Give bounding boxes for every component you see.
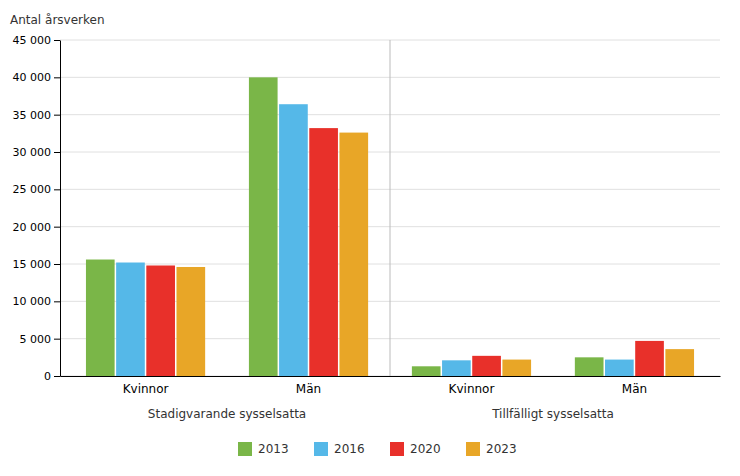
y-tick-label: 5 000 — [20, 333, 52, 346]
y-tick-label: 0 — [44, 370, 51, 383]
x-tick-label: Män — [622, 382, 647, 396]
y-tick-label: 25 000 — [13, 183, 52, 196]
chart-container: 0 5 000 10 000 15 000 20 000 25 000 30 000 35 0… — [0, 0, 740, 476]
legend-swatch — [238, 442, 252, 456]
y-tick-label: 10 000 — [13, 295, 52, 308]
legend: 2013 2016 2020 2023 — [238, 442, 517, 456]
bars — [86, 77, 694, 376]
bar — [412, 366, 441, 376]
x-tick-label: Kvinnor — [123, 382, 169, 396]
bar — [442, 360, 471, 376]
y-tick-mark — [54, 115, 60, 116]
category-group-labels: Stadigvarande sysselsatta Tillfälligt sys… — [148, 407, 614, 421]
y-tick: 25 000 — [13, 183, 61, 196]
legend-swatch — [390, 442, 404, 456]
x-tick: Män — [622, 382, 647, 396]
separators — [390, 40, 391, 376]
bar — [575, 357, 604, 376]
bar — [116, 263, 145, 376]
x-tick: Kvinnor — [123, 382, 169, 396]
y-tick: 10 000 — [13, 295, 61, 308]
y-axis: 0 5 000 10 000 15 000 20 000 25 000 30 000 35 0… — [13, 34, 61, 383]
y-tick-mark — [54, 189, 60, 190]
category-group-label: Tillfälligt sysselsatta — [491, 407, 614, 421]
bar — [86, 260, 115, 376]
x-tick: Män — [296, 382, 321, 396]
bar — [176, 267, 205, 376]
chart-svg: 0 5 000 10 000 15 000 20 000 25 000 30 000 35 0… — [0, 0, 740, 476]
bar-series — [146, 128, 664, 376]
y-tick-label: 35 000 — [13, 109, 52, 122]
y-tick-label: 15 000 — [13, 258, 52, 271]
y-tick: 20 000 — [13, 221, 61, 234]
bar — [146, 265, 175, 376]
y-tick-mark — [54, 227, 60, 228]
grid — [60, 40, 720, 376]
legend-item: 2020 — [390, 442, 441, 456]
y-tick-mark — [54, 376, 60, 377]
y-tick: 0 — [44, 370, 60, 383]
x-tick: Kvinnor — [449, 382, 495, 396]
bar — [249, 77, 278, 376]
legend-label: 2023 — [486, 442, 517, 456]
legend-item: 2013 — [238, 442, 289, 456]
legend-label: 2016 — [334, 442, 365, 456]
bar — [605, 360, 634, 376]
plot-area: 0 5 000 10 000 15 000 20 000 25 000 30 000 35 0… — [10, 13, 721, 456]
legend-item: 2016 — [314, 442, 365, 456]
y-tick-label: 20 000 — [13, 221, 52, 234]
category-group-label: Stadigvarande sysselsatta — [148, 407, 306, 421]
y-tick: 5 000 — [20, 333, 61, 346]
x-tick-label: Män — [296, 382, 321, 396]
bar-series — [116, 104, 634, 376]
bar-series — [86, 77, 604, 376]
bar — [635, 341, 664, 376]
y-tick-label: 40 000 — [13, 71, 52, 84]
x-tick-label: Kvinnor — [449, 382, 495, 396]
y-tick: 40 000 — [13, 71, 61, 84]
y-tick-label: 30 000 — [13, 146, 52, 159]
bar — [472, 356, 501, 376]
y-tick: 45 000 — [13, 34, 61, 47]
bar — [502, 360, 531, 376]
y-tick-mark — [54, 152, 60, 153]
bar — [309, 128, 338, 376]
y-tick: 35 000 — [13, 109, 61, 122]
x-axis-line — [61, 376, 721, 377]
y-tick: 30 000 — [13, 146, 61, 159]
bar — [279, 104, 308, 376]
y-tick-mark — [54, 301, 60, 302]
legend-swatch — [314, 442, 328, 456]
y-axis-title: Antal årsverken — [10, 13, 105, 27]
bar-series — [176, 133, 694, 376]
y-tick: 15 000 — [13, 258, 61, 271]
y-tick-mark — [54, 77, 60, 78]
y-tick-mark — [54, 40, 60, 41]
y-axis-line — [60, 41, 61, 377]
legend-label: 2020 — [410, 442, 441, 456]
group-separator — [390, 40, 391, 376]
y-tick-label: 45 000 — [13, 34, 52, 47]
bar — [665, 349, 694, 376]
legend-item: 2023 — [466, 442, 517, 456]
legend-label: 2013 — [258, 442, 289, 456]
legend-swatch — [466, 442, 480, 456]
y-tick-mark — [54, 339, 60, 340]
y-tick-mark — [54, 264, 60, 265]
bar — [339, 133, 368, 376]
x-axis: Kvinnor Män Kvinnor Män — [61, 377, 721, 396]
